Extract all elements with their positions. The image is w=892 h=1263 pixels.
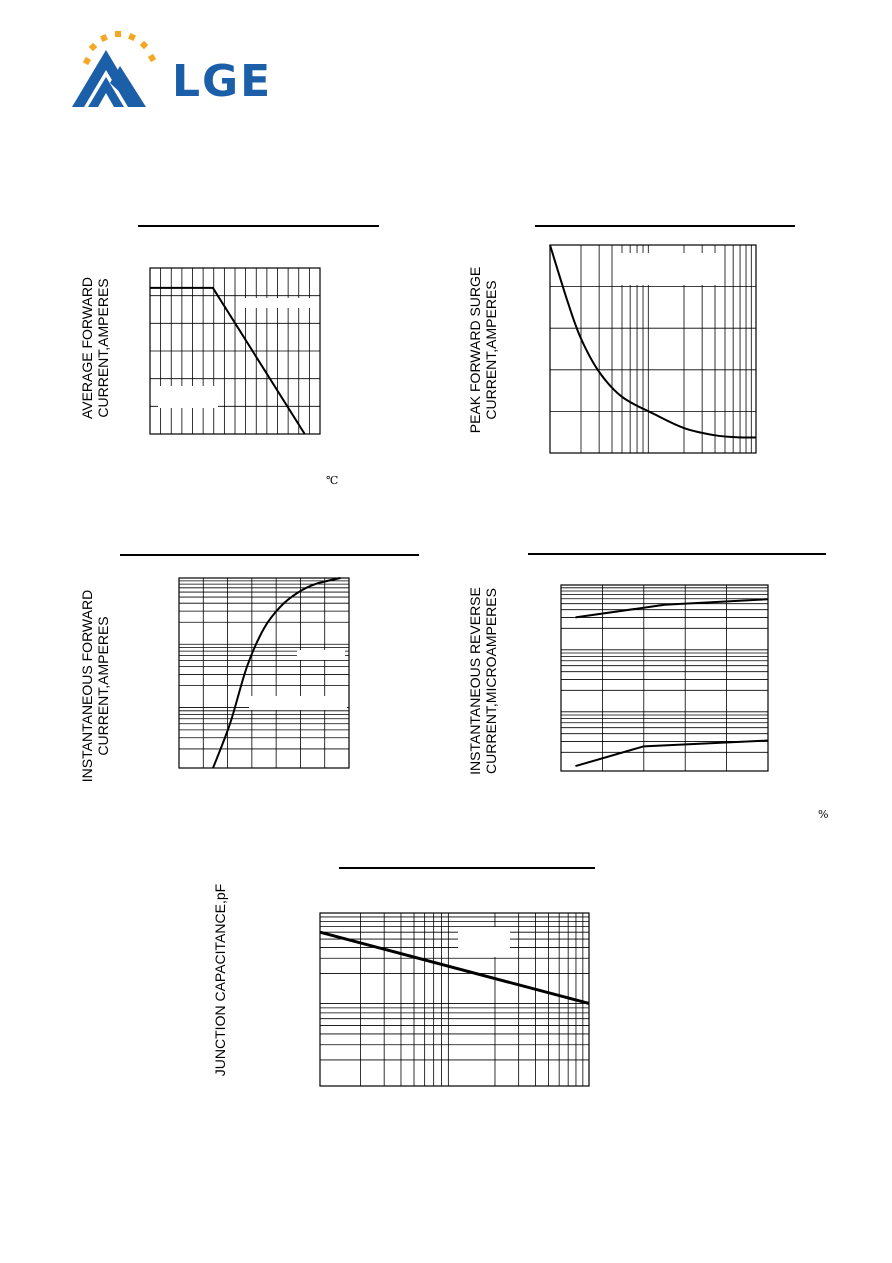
chart-2-title-rule [535,225,795,227]
series-line-2 [575,739,769,768]
plot-frame [178,577,350,769]
chart-1-plot [149,267,321,435]
chart-3-plot [178,577,350,769]
chart-2-ylabel-line-1: PEAK FORWARD SURGE [467,266,483,434]
chart-3-title-rule [120,554,419,556]
annotation-box [249,696,347,710]
chart-3-ylabel-line-1: INSTANTANEOUS FORWARD [79,589,95,783]
chart-4-ylabel-line-1: INSTANTANEOUS REVERSE [467,587,483,775]
series-line-1 [150,286,306,435]
chart-5-plot [319,912,590,1087]
chart-1-ylabel: AVERAGE FORWARD CURRENT,AMPERES [79,258,111,438]
chart-2-ylabel: PEAK FORWARD SURGE CURRENT,AMPERES [467,250,499,450]
series-line-1 [549,244,757,439]
brand-name: LGE [172,56,273,107]
chart-1-ylabel-line-1: AVERAGE FORWARD [79,276,95,420]
series-line-1 [575,598,769,619]
annotation-box [297,650,345,660]
chart-2-ylabel-line-2: CURRENT,AMPERES [483,280,499,420]
chart-4-plot [560,584,769,772]
series-line-1 [212,577,341,769]
chart-1-title-rule [138,225,379,227]
chart-4-title-rule [528,553,826,555]
plot-frame [549,244,757,454]
chart-4-ylabel-line-2: CURRENT,MICROAMPERES [483,588,499,774]
chart-1-unit: ℃ [326,474,339,487]
chart-4-ylabel: INSTANTANEOUS REVERSE CURRENT,MICROAMPER… [467,561,499,801]
plot-frame [560,584,769,772]
logo: LGE [70,28,290,113]
annotation-box [158,386,218,408]
logo-mark-icon [72,31,157,107]
series-line-1 [319,930,590,1005]
chart-5-title-rule [339,867,595,869]
chart-3-ylabel: INSTANTANEOUS FORWARD CURRENT,AMPERES [79,566,111,806]
chart-3-ylabel-line-2: CURRENT,AMPERES [95,616,111,756]
chart-4-unit: % [818,808,829,821]
annotation-box [458,927,510,957]
chart-2-plot [549,244,757,454]
chart-1-ylabel-line-2: CURRENT,AMPERES [95,278,111,418]
chart-5-ylabel: JUNCTION CAPACITANCE,pF [212,865,228,1095]
plot-frame [319,912,590,1087]
plot-frame [149,267,321,435]
chart-5-ylabel-line-1: JUNCTION CAPACITANCE,pF [212,883,228,1077]
annotation-box [240,298,310,308]
annotation-box [618,253,720,285]
